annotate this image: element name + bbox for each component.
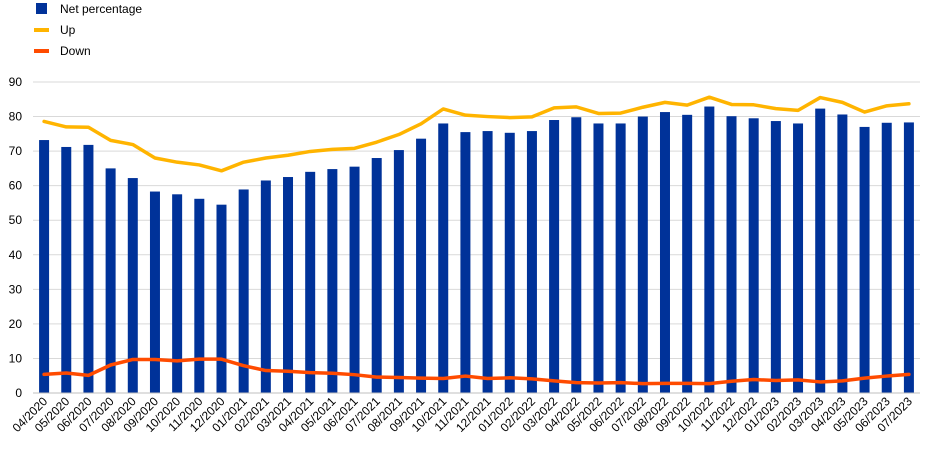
- y-tick-label-0: 0: [15, 386, 22, 400]
- y-tick-label-10: 10: [9, 351, 23, 365]
- bar-08-2022: [659, 112, 670, 394]
- legend-label-down: Down: [60, 44, 91, 58]
- x-axis: 04/202005/202006/202007/202008/202009/20…: [10, 392, 920, 435]
- bar-11-2021: [460, 132, 471, 393]
- line-series-up: [42, 95, 911, 173]
- bar-09-2020: [149, 191, 160, 393]
- bar-01-2023: [770, 121, 781, 393]
- bar-07-2022: [637, 116, 648, 394]
- y-tick-label-50: 50: [9, 213, 23, 227]
- bar-09-2022: [682, 114, 693, 394]
- y-tick-label-70: 70: [9, 144, 23, 158]
- y-tick-label-60: 60: [9, 179, 23, 193]
- bar-04-2021: [305, 171, 316, 393]
- bar-10-2020: [172, 194, 183, 393]
- bar-04-2023: [837, 114, 848, 393]
- bar-03-2022: [549, 120, 560, 393]
- y-tick-label-20: 20: [9, 317, 23, 331]
- gridlines: [33, 81, 920, 394]
- bar-06-2021: [349, 166, 360, 393]
- bar-06-2023: [881, 122, 892, 393]
- bar-06-2020: [83, 144, 94, 393]
- line-series-down: [42, 357, 911, 386]
- bar-01-2021: [238, 189, 249, 393]
- bar-04-2022: [571, 117, 582, 393]
- bar-05-2022: [593, 123, 604, 393]
- legend-swatch-up: [34, 28, 49, 32]
- bar-03-2021: [283, 177, 294, 393]
- bar-11-2022: [726, 116, 737, 394]
- bar-06-2022: [615, 123, 626, 393]
- y-tick-label-80: 80: [9, 110, 23, 124]
- bar-12-2022: [748, 118, 759, 394]
- legend-label-up: Up: [60, 23, 76, 37]
- bar-05-2023: [859, 126, 870, 393]
- y-tick-label-30: 30: [9, 282, 23, 296]
- bar-04-2020: [39, 140, 50, 393]
- legend-label-net-percentage: Net percentage: [60, 2, 142, 16]
- bar-07-2021: [371, 158, 382, 393]
- bar-05-2020: [61, 146, 72, 393]
- y-tick-label-90: 90: [9, 75, 23, 89]
- bar-02-2021: [260, 180, 271, 393]
- bar-02-2023: [793, 123, 804, 393]
- bar-10-2022: [704, 106, 715, 393]
- bar-12-2020: [216, 204, 227, 393]
- legend-swatch-down: [34, 49, 49, 53]
- bar-11-2020: [194, 198, 205, 393]
- bar-12-2021: [482, 131, 493, 393]
- line-series: [42, 95, 911, 386]
- bar-03-2023: [815, 108, 826, 393]
- bar-01-2022: [504, 132, 515, 393]
- bar-08-2020: [127, 178, 138, 393]
- y-tick-label-40: 40: [9, 248, 23, 262]
- bar-05-2021: [327, 169, 338, 393]
- bar-07-2020: [105, 168, 116, 393]
- legend: Net percentage Up Down: [34, 2, 142, 58]
- bar-series-net-percentage: [39, 106, 914, 394]
- bar-08-2021: [393, 150, 404, 393]
- y-axis: 0 10 20 30 40 50 60 70 80 90: [9, 75, 23, 400]
- bar-02-2022: [526, 131, 537, 393]
- bar-10-2021: [438, 123, 449, 393]
- bar-09-2021: [416, 138, 427, 393]
- bar-07-2023: [903, 122, 914, 394]
- legend-swatch-net-percentage: [36, 3, 47, 14]
